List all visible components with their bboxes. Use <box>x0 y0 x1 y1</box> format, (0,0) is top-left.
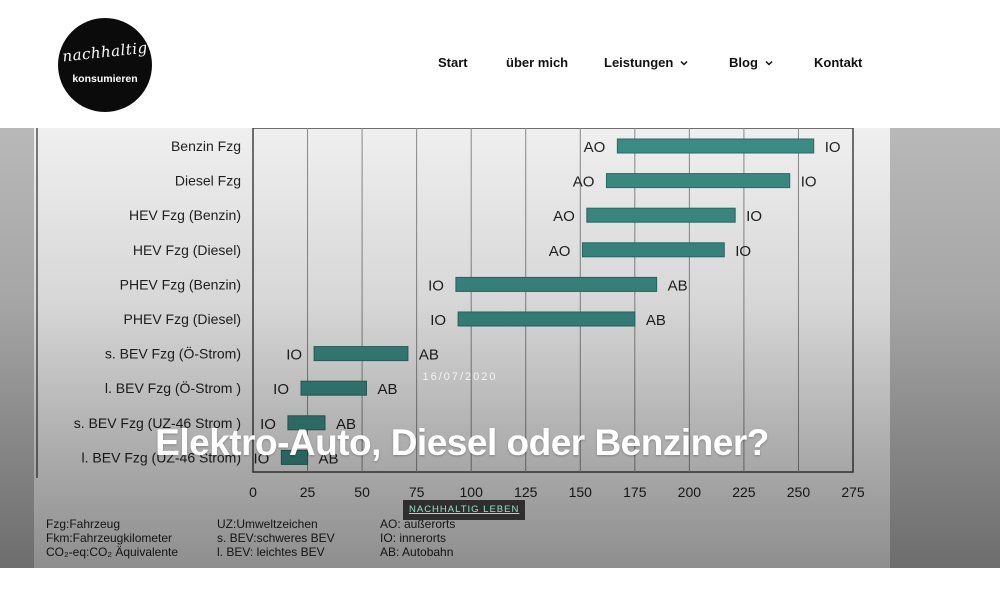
post-title[interactable]: Elektro-Auto, Diesel oder Benziner? <box>155 422 769 463</box>
category-label: PHEV Fzg (Diesel) <box>124 311 241 327</box>
site-logo[interactable]: nachhaltig konsumieren <box>58 18 152 112</box>
bar-end-label: AB <box>319 450 339 467</box>
legend-text: CO₂-eq:CO₂ Äquivalente <box>46 545 178 559</box>
x-tick-label: 275 <box>841 484 865 500</box>
bar-start-label: IO <box>273 381 289 398</box>
range-bar <box>605 173 791 189</box>
bar-end-label: AB <box>419 347 439 364</box>
category-label: PHEV Fzg (Benzin) <box>120 276 241 292</box>
nav-item-ueber-mich[interactable]: über mich <box>506 55 568 70</box>
x-tick-label: 25 <box>300 484 316 500</box>
bar-start-label: AO <box>573 174 595 191</box>
document-page <box>34 128 890 568</box>
site-header: nachhaltig konsumieren Start über mich L… <box>0 0 1000 128</box>
legend-text: AB: Autobahn <box>380 545 453 559</box>
x-tick-label: 150 <box>569 484 593 500</box>
bar-start-label: AO <box>549 243 571 260</box>
category-label: Diesel Fzg <box>175 173 241 189</box>
page-below-hero <box>0 568 1000 594</box>
bar-end-label: AB <box>646 312 666 329</box>
post-date: 16/07/2020 <box>422 371 498 383</box>
legend-text: Fkm:Fahrzeugkilometer <box>46 531 172 545</box>
x-tick-label: 125 <box>514 484 538 500</box>
range-bar <box>313 346 409 362</box>
range-bar <box>287 415 326 431</box>
range-bar <box>616 138 815 154</box>
plot-frame <box>252 128 854 473</box>
range-bar <box>586 207 736 223</box>
bar-end-label: AB <box>668 277 688 294</box>
x-tick-label: 75 <box>409 484 425 500</box>
nav-label: Start <box>438 55 468 70</box>
x-tick-label: 100 <box>460 484 484 500</box>
range-bar <box>455 276 658 292</box>
logo-sub-text: konsumieren <box>72 73 138 85</box>
category-label: l. BEV Fzg (UZ-46 Strom) <box>82 449 241 465</box>
nav-item-blog[interactable]: Blog <box>729 55 774 70</box>
hero-overlay <box>0 128 1000 568</box>
emissions-chart: 0 25 50 75 100 125 150 175 200 225 250 275 Benzin Fz… <box>36 128 865 559</box>
legend-text: UZ:Umweltzeichen <box>217 517 318 531</box>
x-tick-label: 175 <box>623 484 647 500</box>
nav-item-kontakt[interactable]: Kontakt <box>814 55 862 70</box>
bar-start-label: IO <box>286 347 302 364</box>
chevron-down-icon <box>680 60 688 66</box>
bar-start-label: IO <box>254 450 270 467</box>
featured-image: 0 25 50 75 100 125 150 175 200 225 250 275 Benzin Fz… <box>0 128 1000 568</box>
bar-start-label: AO <box>584 139 606 156</box>
bar-end-label: IO <box>801 174 817 191</box>
category-label: s. BEV Fzg (UZ-46 Strom ) <box>74 415 241 431</box>
nav-item-leistungen[interactable]: Leistungen <box>604 55 689 70</box>
category-label: HEV Fzg (Benzin) <box>129 207 241 223</box>
category-label: Benzin Fzg <box>171 138 241 154</box>
legend-text: Fzg:Fahrzeug <box>46 517 120 531</box>
category-label: s. BEV Fzg (Ö-Strom) <box>105 345 241 362</box>
nav-label: Blog <box>729 55 758 70</box>
x-tick-label: 250 <box>787 484 811 500</box>
nav-label: über mich <box>506 55 569 70</box>
bar-end-label: IO <box>735 243 751 260</box>
x-tick-label: 225 <box>732 484 756 500</box>
range-bar <box>457 311 636 327</box>
bar-start-label: IO <box>260 416 276 433</box>
legend-text: IO: innerorts <box>380 531 446 545</box>
category-label: l. BEV Fzg (Ö-Strom ) <box>105 379 241 396</box>
nav-label: Kontakt <box>814 55 863 70</box>
category-label: HEV Fzg (Diesel) <box>133 242 241 258</box>
range-bar <box>300 380 367 396</box>
bar-start-label: IO <box>428 277 444 294</box>
main-nav: Start über mich Leistungen Blog Kontakt <box>0 55 1000 75</box>
bar-start-label: IO <box>430 312 446 329</box>
bar-end-label: IO <box>746 208 762 225</box>
bar-end-label: IO <box>825 139 841 156</box>
category-link[interactable]: NACHHALTIG LEBEN <box>403 500 526 520</box>
x-tick-label: 0 <box>249 484 257 500</box>
x-tick-label: 50 <box>354 484 370 500</box>
bar-end-label: AB <box>336 416 356 433</box>
x-tick-label: 200 <box>678 484 702 500</box>
post-hero[interactable]: 0 25 50 75 100 125 150 175 200 225 250 275 Benzin Fz… <box>0 128 1000 568</box>
nav-label: Leistungen <box>604 55 674 70</box>
nav-item-start[interactable]: Start <box>438 55 468 70</box>
bar-end-label: AB <box>377 381 397 398</box>
legend-text: s. BEV:schweres BEV <box>217 531 335 545</box>
chevron-down-icon <box>765 60 773 66</box>
legend-text: l. BEV: leichtes BEV <box>217 545 325 559</box>
range-bar <box>581 242 725 258</box>
bar-start-label: AO <box>553 208 575 225</box>
legend-text: AO: außerorts <box>380 517 455 531</box>
range-bar <box>280 449 309 465</box>
